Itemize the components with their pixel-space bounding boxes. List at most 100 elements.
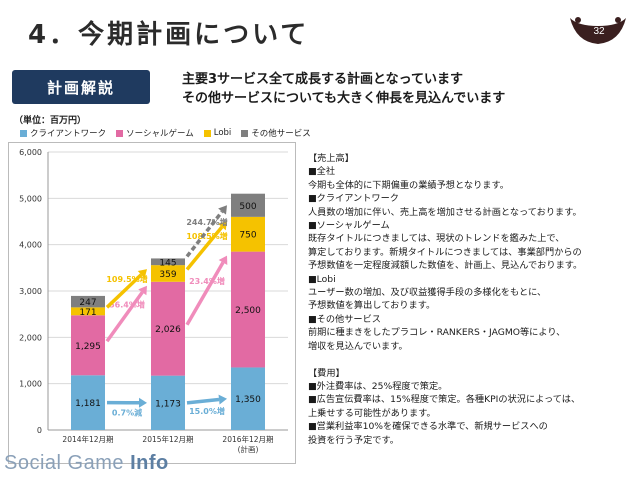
legend-label: ソーシャルゲーム [126,129,194,139]
watermark-part2: Info [130,452,169,474]
growth-arrowhead [138,285,147,296]
note-line: 【費用】 [308,367,345,379]
note-line: ■Lobi [308,273,336,285]
note-line: ■クライアントワーク [308,193,399,205]
bar-segment [231,367,265,430]
y-tick-label: 4,000 [19,241,42,250]
growth-label: 15.0%増 [189,406,225,416]
x-tick-label: 2016年12月期 [222,434,273,444]
data-label: 171 [79,308,96,318]
note-line: ■外注費率は、25%程度で策定。 [308,380,448,392]
growth-arrow [185,210,224,258]
page-number: 32 [593,26,605,37]
growth-arrowhead [137,269,147,279]
note-line: 予想数値を算出しております。 [308,300,436,312]
legend-swatch [203,129,211,137]
legend-label: Lobi [213,128,232,138]
growth-arrow [186,397,220,405]
legend-item-other: その他サービス [241,127,311,139]
note-line: ■全社 [308,166,336,178]
legend-item-client: クライアントワーク [20,127,106,139]
growth-label: 23.4%増 [189,276,225,286]
growth-arrow [185,261,225,326]
growth-arrowhead [218,394,227,405]
watermark-part1: Social Game [4,452,131,474]
data-label: 1,173 [155,399,181,409]
data-label: 247 [79,298,96,308]
legend-item-social: ソーシャルゲーム [116,127,194,139]
bar-segment [231,251,265,368]
legend-label: クライアントワーク [30,129,107,139]
data-label: 145 [159,258,176,268]
note-line: ■ソーシャルゲーム [308,220,390,232]
chart-legend: クライアントワーク ソーシャルゲーム Lobi その他サービス [20,127,311,139]
note-line: 投資を行う予定です。 [308,434,399,446]
growth-arrowhead [138,397,147,408]
bar-segment [71,315,105,376]
note-line: 既存タイトルにつきましては、現状のトレンドを鑑みた上で、 [308,233,565,245]
bar-segment [151,281,185,376]
data-label: 1,295 [75,342,101,352]
legend-item-lobi: Lobi [203,128,232,138]
note-line: 【売上高】 [308,153,354,164]
bar-segment [71,307,105,316]
growth-label: 108.5%増 [186,231,227,241]
page-title: 4．今期計画について [28,20,310,50]
x-tick-label: 2015年12月期 [142,434,193,444]
note-line: ■営業利益率10%を確保できる水準で、新規サービスへの [308,421,548,433]
chart-frame [8,142,296,464]
summary-line-1: 主要3サービス全て成長する計画となっています [182,72,464,87]
note-line: 今期も全体的に下期偏重の業績予想となります。 [308,179,509,191]
y-tick-label: 3,000 [19,287,42,296]
y-tick-label: 6,000 [19,148,42,157]
note-line: 上乗せする可能性があります。 [308,407,436,419]
note-line: 人員数の増加に伴い、売上高を増加させる計画となっております。 [308,206,582,218]
note-line [308,353,636,366]
x-tick-label: 2014年12月期 [62,434,113,444]
growth-label: 0.7%減 [112,408,142,418]
legend-label: その他サービス [251,129,311,139]
bar-segment [71,375,105,430]
data-label: 500 [239,202,256,212]
y-tick-label: 1,000 [19,380,42,389]
note-line: 前期に種まきをしたプラコレ・RANKERS・JAGMO等により、 [308,327,566,339]
note-line: 予想数値を一定程度減額した数値を、計画上、見込んでおります。 [308,260,583,272]
bar-segment [151,265,185,282]
legend-swatch [116,129,124,137]
growth-arrowhead [218,255,228,266]
legend-swatch [20,129,27,137]
note-line: ユーザー数の増加、及び収益獲得手段の多様化をもとに、 [308,287,547,299]
growth-label: 244.7%増 [186,217,227,227]
bar-segment [151,375,185,430]
notes-panel: 【売上高】 ■全社 今期も全体的に下期偏重の業績予想となります。 ■クライアントワーク… [308,152,636,447]
note-line: ■その他サービス [308,313,381,325]
growth-arrowhead [218,220,227,231]
data-label: 2,026 [155,325,181,335]
growth-arrow [105,273,143,309]
data-label: 2,500 [235,306,261,316]
y-tick-label: 0 [37,426,42,435]
bar-segment [71,295,105,308]
watermark-logo: Social Game Info [4,452,169,475]
bar-segment [151,258,185,266]
data-label: 1,181 [75,399,101,409]
data-label: 750 [239,231,256,241]
note-line: 増収を見込んでいます。 [308,340,408,352]
growth-arrow [185,225,224,271]
section-tag: 計画解説 [12,70,150,104]
summary-text: 主要3サービス全て成長する計画となっています その他サービスについても大きく伸長… [182,70,505,108]
growth-arrowhead [218,205,227,215]
y-tick-label: 2,000 [19,333,42,342]
boat-icon [570,17,626,44]
stacked-bar-chart: 0 1,000 2,000 3,000 4,000 5,000 6,000 1,181 1,29… [8,142,296,464]
x-tick-label: (計画) [238,444,259,454]
data-label: 359 [159,270,176,280]
legend-swatch [241,129,249,137]
growth-arrow [105,291,144,343]
unit-label: （単位：百万円） [14,116,87,126]
growth-label: 56.4%増 [109,300,145,310]
bar-segment [231,216,265,252]
note-line: 算定しております。新規タイトルにつきましては、事業部門からの [308,246,582,258]
note-line: ■広告宣伝費率は、15%程度で策定。各種KPIの状況によっては、 [308,394,581,406]
chart-area: 0 1,000 2,000 3,000 4,000 5,000 6,000 1,181 1,29… [8,142,296,464]
